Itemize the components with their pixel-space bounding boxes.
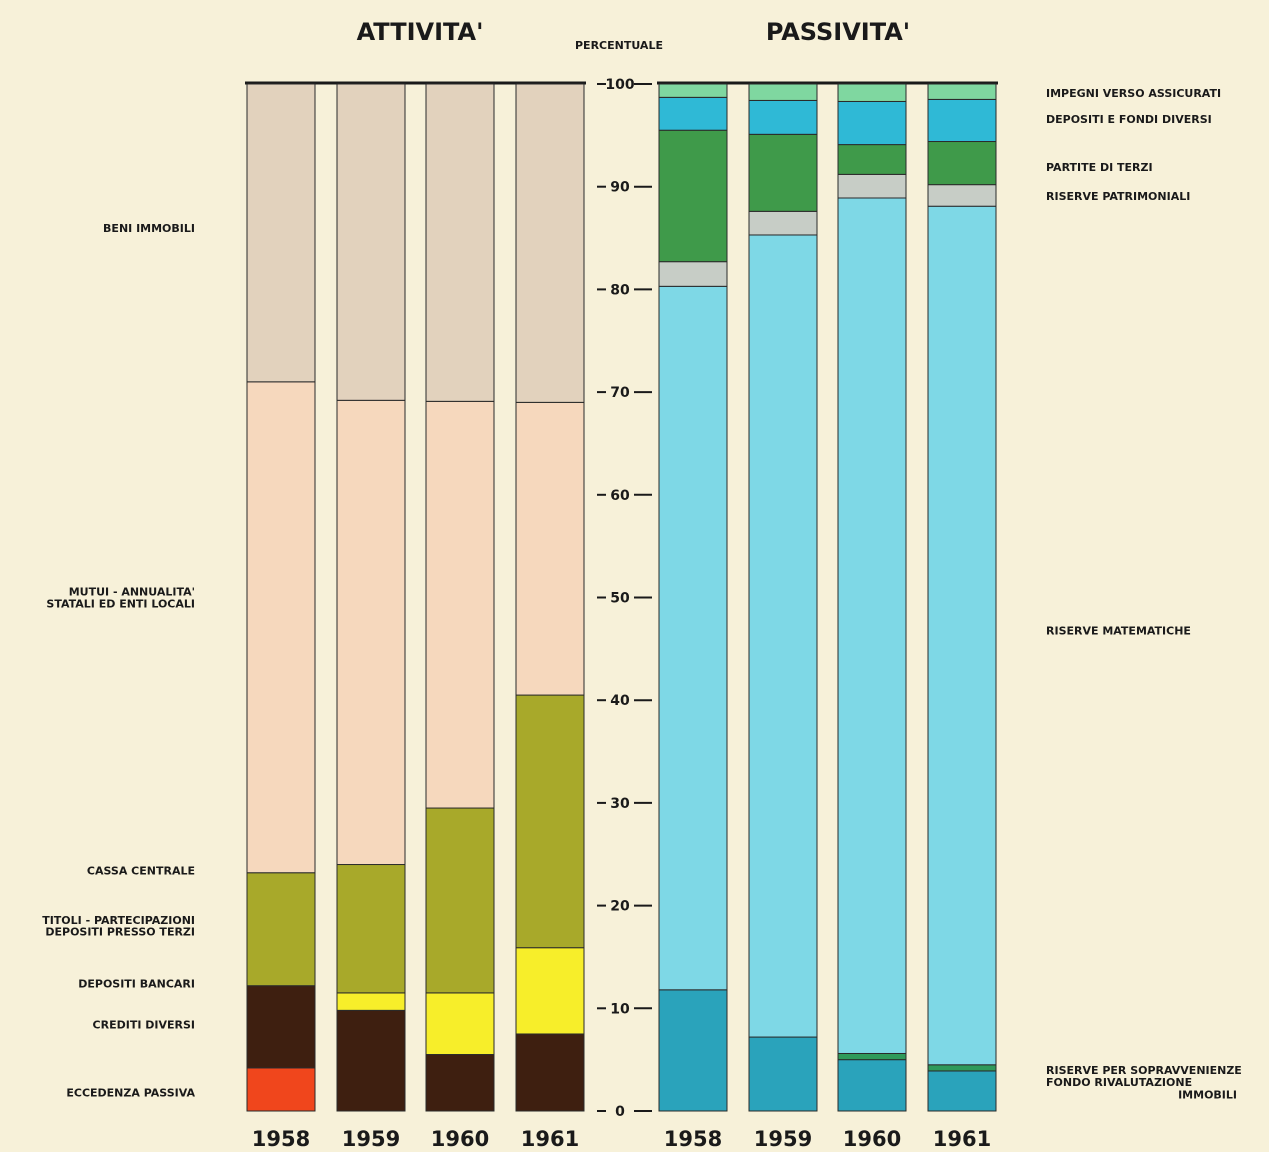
bar-segment-passivita-1961-6: [927, 83, 997, 100]
bar-segment-attivita-1959-5: [336, 399, 406, 866]
bar-segment-passivita-1961-2: [927, 205, 997, 1066]
bar-segment-passivita-1960-3: [837, 173, 907, 199]
left-label-5: DEPOSITI PRESSO TERZI: [45, 925, 195, 938]
bar-segment-attivita-1961-6: [515, 83, 585, 403]
y-tick-100: 100: [605, 77, 634, 93]
bar-segment-passivita-1959-5: [748, 99, 818, 135]
left-label-7: CREDITI DIVERSI: [93, 1019, 195, 1032]
x-tick-attivita-1961: 1961: [521, 1127, 579, 1151]
x-tick-passivita-1959: 1959: [754, 1127, 812, 1151]
x-tick-passivita-1958: 1958: [664, 1127, 722, 1151]
bar-segment-passivita-1959-4: [748, 133, 818, 212]
y-axis: 0 10 20 30 40 50 60 70 80 90 100: [597, 77, 652, 1120]
bar-segment-attivita-1960-6: [425, 83, 495, 402]
bar-segment-attivita-1959-6: [336, 83, 406, 401]
y-tick-0: 0: [615, 1104, 625, 1120]
right-label-5: RISERVE PER SOPRAVVENIENZE: [1046, 1064, 1242, 1077]
y-tick-20: 20: [610, 899, 630, 915]
bar-segment-attivita-1961-5: [515, 401, 585, 696]
bar-segment-attivita-1958-3: [246, 872, 316, 987]
bar-segment-passivita-1958-2: [658, 285, 728, 991]
y-tick-70: 70: [610, 385, 630, 401]
bar-segment-passivita-1958-0: [658, 989, 728, 1112]
x-tick-attivita-1959: 1959: [342, 1127, 400, 1151]
y-tick-40: 40: [610, 693, 630, 709]
bar-segment-attivita-1960-2: [425, 992, 495, 1056]
left-label-0: BENI IMMOBILI: [103, 222, 195, 235]
bar-segment-attivita-1959-1: [336, 1009, 406, 1112]
left-label-3: CASSA CENTRALE: [87, 865, 195, 878]
bar-segment-passivita-1961-4: [927, 141, 997, 186]
x-tick-attivita-1960: 1960: [431, 1127, 489, 1151]
x-tick-passivita-1960: 1960: [843, 1127, 901, 1151]
left-label-2: STATALI ED ENTI LOCALI: [46, 598, 195, 611]
right-label-4: RISERVE MATEMATICHE: [1046, 624, 1191, 637]
bar-segment-attivita-1960-5: [425, 400, 495, 809]
left-label-8: ECCEDENZA PASSIVA: [66, 1087, 195, 1100]
bar-segment-attivita-1959-2: [336, 992, 406, 1011]
bar-segment-attivita-1959-3: [336, 864, 406, 994]
bar-segment-attivita-1961-1: [515, 1033, 585, 1112]
bar-segment-attivita-1958-5: [246, 381, 316, 874]
bar-segment-attivita-1960-3: [425, 807, 495, 994]
title-attivita: ATTIVITA': [357, 18, 484, 46]
bar-segment-attivita-1961-3: [515, 694, 585, 949]
x-tick-passivita-1961: 1961: [933, 1127, 991, 1151]
side-labels: 1958 1959 1960 1961 1958 1959 1960 1961 BENI IMM…: [42, 87, 1242, 1151]
y-axis-label: PERCENTUALE: [575, 39, 663, 52]
bar-segment-passivita-1960-1: [837, 1052, 907, 1061]
bar-segment-passivita-1961-0: [927, 1070, 997, 1112]
y-tick-50: 50: [610, 591, 630, 607]
bar-segment-passivita-1958-5: [658, 96, 728, 131]
right-label-3: RISERVE PATRIMONIALI: [1046, 190, 1190, 203]
x-tick-attivita-1958: 1958: [252, 1127, 310, 1151]
bar-segment-passivita-1960-0: [837, 1059, 907, 1112]
bar-segment-passivita-1959-2: [748, 234, 818, 1038]
bar-segment-passivita-1959-0: [748, 1036, 818, 1112]
bar-segment-passivita-1958-6: [658, 83, 728, 98]
left-label-4: TITOLI - PARTECIPAZIONI: [42, 914, 195, 927]
left-label-6: DEPOSITI BANCARI: [78, 978, 195, 991]
y-tick-10: 10: [610, 1001, 630, 1017]
left-label-1: MUTUI - ANNUALITA': [69, 585, 195, 598]
bar-segment-passivita-1961-1: [927, 1064, 997, 1072]
title-passivita: PASSIVITA': [766, 18, 910, 46]
bar-segment-passivita-1958-3: [658, 261, 728, 287]
bar-segment-passivita-1959-6: [748, 83, 818, 101]
bar-segment-passivita-1961-5: [927, 98, 997, 143]
right-label-6: FONDO RIVALUTAZIONE: [1046, 1076, 1192, 1089]
bar-segment-attivita-1960-1: [425, 1054, 495, 1112]
right-label-7: IMMOBILI: [1178, 1089, 1237, 1102]
y-tick-60: 60: [610, 488, 630, 504]
y-tick-30: 30: [610, 796, 630, 812]
bar-segment-passivita-1961-3: [927, 184, 997, 207]
bar-segment-passivita-1960-4: [837, 144, 907, 175]
right-label-1: DEPOSITI E FONDI DIVERSI: [1046, 113, 1212, 126]
bar-segment-passivita-1958-4: [658, 129, 728, 263]
y-tick-90: 90: [610, 180, 630, 196]
bar-segment-attivita-1958-0: [246, 1067, 316, 1112]
bar-segment-passivita-1960-5: [837, 100, 907, 146]
right-label-0: IMPEGNI VERSO ASSICURATI: [1046, 87, 1221, 100]
bar-segment-attivita-1958-1: [246, 985, 316, 1069]
y-tick-80: 80: [610, 282, 630, 298]
bar-segment-attivita-1958-6: [246, 83, 316, 383]
bars-layer: [245, 81, 998, 1112]
bar-segment-passivita-1960-2: [837, 197, 907, 1054]
bar-segment-attivita-1961-2: [515, 947, 585, 1035]
bar-segment-passivita-1960-6: [837, 83, 907, 102]
bar-segment-passivita-1959-3: [748, 210, 818, 236]
right-label-2: PARTITE DI TERZI: [1046, 161, 1153, 174]
